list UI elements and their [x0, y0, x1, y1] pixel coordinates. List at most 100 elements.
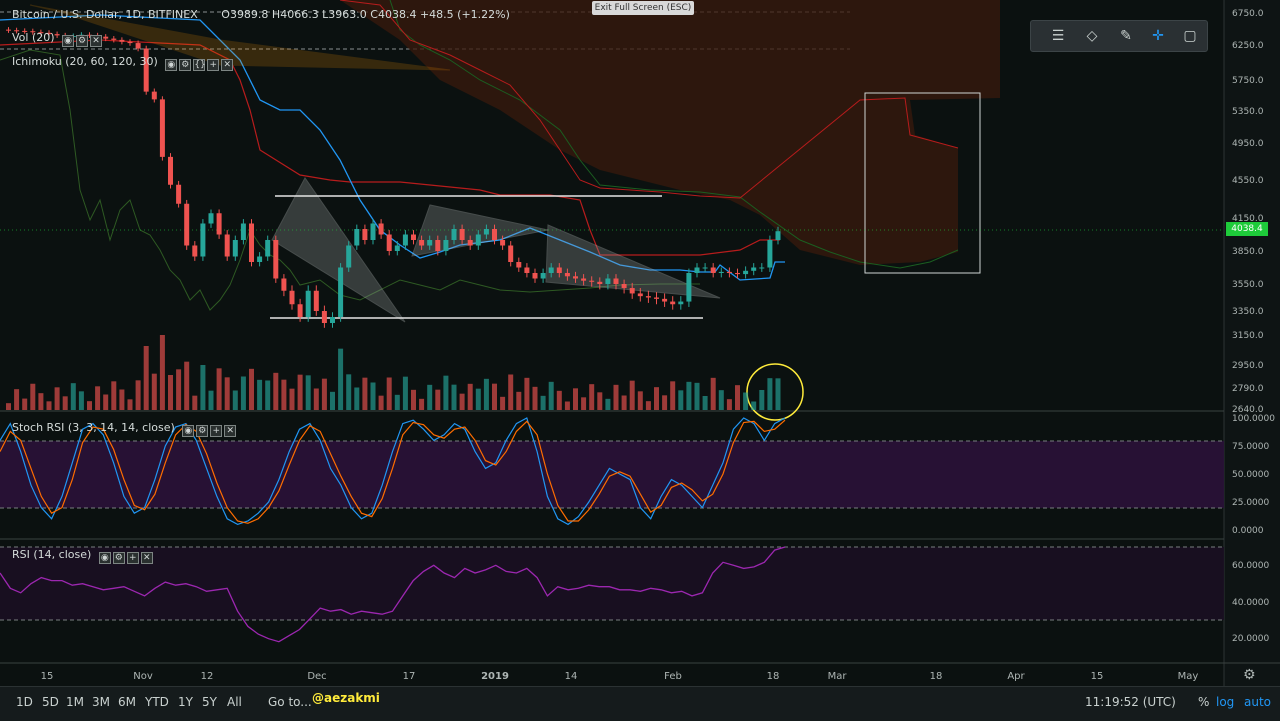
rsi-axis-tick: 20.0000	[1232, 634, 1269, 644]
timeframe-3m[interactable]: 3M	[92, 695, 110, 709]
candle-body	[249, 223, 254, 262]
candle-body	[573, 276, 578, 279]
volume-bar	[394, 394, 400, 410]
volume-bar	[78, 391, 84, 410]
volume-bar	[654, 387, 659, 410]
ohlc-values: O3989.8 H4066.3 L3963.0 C4038.4 +48.5 (+…	[221, 8, 510, 21]
time-axis-tick: Dec	[307, 671, 326, 682]
tenkan-sen	[0, 14, 785, 281]
percent-toggle[interactable]: %	[1198, 695, 1210, 709]
candle-body	[759, 267, 765, 269]
candle-body	[629, 288, 635, 294]
volume-bar	[710, 377, 716, 410]
volume-bar	[629, 380, 635, 410]
candle-body	[232, 240, 238, 257]
price-axis-tick: 2950.0	[1232, 361, 1264, 371]
volume-bar	[759, 390, 765, 410]
candle-body	[483, 229, 489, 235]
ichimoku-controls[interactable]: ◉ ⚙{} + ✕	[165, 55, 235, 71]
timeframe-1y[interactable]: 1Y	[178, 695, 193, 709]
vol-label: Vol (20)	[12, 31, 55, 44]
vol-legend[interactable]: Vol (20) ◉ ⚙ ✕	[12, 31, 104, 47]
settings-gear-icon[interactable]: ⚙	[1243, 667, 1256, 683]
candle-body	[686, 273, 692, 302]
volume-bar	[492, 383, 497, 410]
chart-canvas[interactable]: 6750.0 6250.0 5750.0 5350.0 4950.0 4550.0 4150…	[0, 0, 1280, 686]
ichimoku-cloud	[340, 0, 1000, 265]
rsi-controls[interactable]: ◉ ⚙ + ✕	[98, 548, 155, 564]
vol-controls[interactable]: ◉ ⚙ ✕	[62, 31, 104, 47]
time-axis-tick: 18	[767, 671, 780, 682]
candle-body	[313, 290, 319, 311]
volume-bar	[662, 395, 668, 410]
timeframe-5y[interactable]: 5Y	[202, 695, 217, 709]
candle-body	[289, 290, 295, 305]
time-axis-tick: 12	[201, 671, 214, 682]
ellipse-icon[interactable]: ◇	[1086, 28, 1098, 44]
candle-body	[354, 229, 360, 246]
timeframe-5d[interactable]: 5D	[42, 695, 59, 709]
crosshair-icon[interactable]: ✛	[1152, 28, 1164, 44]
volume-bar	[645, 401, 651, 410]
candle-body	[556, 267, 562, 273]
volume-bar	[670, 381, 676, 410]
volume-bar	[621, 395, 627, 410]
align-icon[interactable]: ☰	[1051, 28, 1065, 44]
goto-button[interactable]: Go to...	[268, 695, 312, 709]
candle-body	[427, 240, 433, 246]
volume-bar	[232, 390, 238, 410]
volume-bar	[135, 380, 141, 410]
price-axis-tick: 2790.0	[1232, 384, 1264, 394]
timeframe-1d[interactable]: 1D	[16, 695, 33, 709]
brush-icon[interactable]: ✎	[1120, 28, 1132, 44]
candle-body	[6, 29, 11, 31]
candle-body	[743, 270, 749, 275]
volume-bar	[524, 377, 530, 410]
volume-bar	[548, 381, 554, 410]
candle-body	[54, 34, 60, 36]
stoch-axis-tick: 75.0000	[1232, 442, 1269, 452]
candle-body	[589, 280, 595, 282]
volume-bar	[87, 401, 92, 410]
volume-bar	[508, 374, 514, 410]
candle-body	[305, 290, 311, 317]
candle-body	[297, 304, 303, 317]
timeframe-6m[interactable]: 6M	[118, 695, 136, 709]
volume-bar	[443, 375, 449, 410]
stoch-legend[interactable]: Stoch RSI (3, 3, 14, 14, close) ◉ ⚙ + ✕	[12, 421, 238, 437]
candle-body	[419, 240, 425, 246]
candle-body	[645, 296, 651, 298]
candle-body	[184, 203, 190, 246]
volume-bar	[702, 396, 708, 410]
clock[interactable]: 11:19:52 (UTC)	[1085, 695, 1176, 709]
candle-body	[208, 213, 214, 224]
candle-body	[240, 223, 246, 240]
volume-bar	[14, 389, 20, 410]
timeframe-all[interactable]: All	[227, 695, 242, 709]
volume-bar	[200, 365, 206, 410]
volume-bar	[273, 372, 279, 410]
candle-body	[775, 231, 781, 240]
rsi-legend[interactable]: RSI (14, close) ◉ ⚙ + ✕	[12, 548, 155, 564]
volume-bar	[159, 335, 165, 410]
price-axis-tick: 6250.0	[1232, 41, 1264, 51]
log-toggle[interactable]: log	[1216, 695, 1235, 709]
timeframe-ytd[interactable]: YTD	[145, 695, 169, 709]
candle-body	[694, 267, 700, 273]
symbol-legend[interactable]: Bitcoin / U.S. Dollar, 1D, BITFINEX O398…	[12, 8, 510, 21]
volume-bar	[411, 389, 416, 410]
volume-bar	[143, 346, 149, 410]
auto-toggle[interactable]: auto	[1244, 695, 1272, 709]
volume-bar	[54, 387, 60, 410]
exit-fullscreen-button[interactable]: Exit Full Screen (ESC)	[592, 1, 694, 15]
rectangle-icon[interactable]: ▢	[1183, 28, 1197, 44]
triangle-pattern-top	[29, 4, 451, 71]
timeframe-1m[interactable]: 1M	[66, 695, 84, 709]
ichimoku-legend[interactable]: Ichimoku (20, 60, 120, 30) ◉ ⚙{} + ✕	[12, 55, 235, 71]
price-axis-tick: 3850.0	[1232, 247, 1264, 257]
stoch-axis-tick: 50.0000	[1232, 470, 1269, 480]
stoch-controls[interactable]: ◉ ⚙ + ✕	[182, 421, 238, 437]
candle-body	[678, 301, 684, 305]
candle-body	[613, 278, 619, 284]
candle-body	[548, 267, 554, 273]
